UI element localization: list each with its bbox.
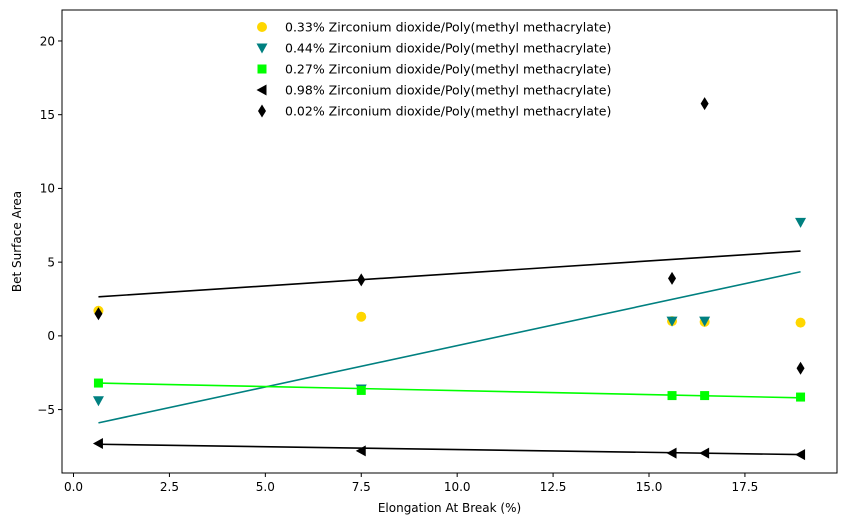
x-tick-label: 5.0 (256, 480, 275, 494)
x-tick-label: 0.0 (64, 480, 83, 494)
data-point-series-2 (795, 217, 807, 228)
plot-frame (61, 9, 838, 474)
data-point-series-3 (796, 392, 806, 402)
data-point-series-5 (700, 97, 709, 111)
y-axis-label: Bet Surface Area (10, 191, 24, 292)
x-tick-label: 12.5 (540, 480, 567, 494)
legend-marker-series-5 (258, 104, 266, 118)
trend-line-series-4 (98, 443, 801, 456)
data-markers (92, 97, 807, 461)
trend-line-series-2 (98, 270, 801, 424)
y-tick-label: 15 (40, 108, 55, 122)
legend-label-series-2: 0.44% Zirconium dioxide/Poly(methyl meth… (285, 41, 611, 56)
legend-label-series-3: 0.27% Zirconium dioxide/Poly(methyl meth… (285, 62, 611, 77)
trend-lines (98, 250, 801, 456)
data-point-series-2 (666, 316, 678, 327)
x-axis-ticks: 0.0 2.5 5.0 7.5 10.0 12.5 15.0 17.5 (64, 473, 758, 494)
data-point-series-1 (356, 311, 367, 322)
data-point-series-2 (92, 396, 104, 407)
x-tick-label: 17.5 (732, 480, 759, 494)
data-point-series-3 (667, 391, 677, 401)
x-tick-label: 15.0 (636, 480, 663, 494)
legend-label-series-5: 0.02% Zirconium dioxide/Poly(methyl meth… (285, 104, 611, 119)
x-tick-label: 2.5 (160, 480, 179, 494)
y-tick-label: 10 (40, 182, 55, 196)
data-point-series-4 (666, 447, 677, 459)
data-point-series-4 (92, 438, 103, 450)
legend-marker-series-3 (257, 64, 267, 74)
y-tick-label: −5 (37, 403, 55, 417)
data-point-series-3 (356, 385, 366, 395)
data-point-series-5 (357, 273, 366, 287)
legend-label-series-4: 0.98% Zirconium dioxide/Poly(methyl meth… (285, 83, 611, 98)
trend-line-series-5 (98, 250, 801, 298)
x-tick-label: 10.0 (444, 480, 471, 494)
legend-marker-series-2 (256, 43, 268, 54)
data-point-series-5 (796, 361, 805, 375)
x-axis-label: Elongation At Break (%) (378, 501, 521, 515)
data-point-series-5 (94, 307, 103, 321)
y-axis-ticks: −5 0 5 10 15 20 (37, 34, 62, 417)
data-point-series-2 (699, 316, 711, 327)
data-point-series-3 (93, 378, 103, 388)
legend-label-series-1: 0.33% Zirconium dioxide/Poly(methyl meth… (285, 20, 611, 35)
trend-line-series-3 (98, 382, 801, 399)
data-point-series-4 (795, 449, 806, 461)
y-tick-label: 0 (47, 329, 55, 343)
data-point-series-4 (355, 445, 366, 457)
data-point-series-4 (699, 447, 710, 459)
legend-marker-series-4 (256, 84, 267, 96)
x-tick-label: 7.5 (352, 480, 371, 494)
data-point-series-5 (668, 271, 677, 285)
y-tick-label: 20 (40, 34, 55, 48)
y-tick-label: 5 (47, 255, 55, 269)
data-point-series-3 (700, 391, 710, 401)
plot-area (62, 10, 837, 473)
legend-marker-series-1 (257, 22, 267, 32)
data-point-series-1 (795, 317, 806, 328)
legend: 0.33% Zirconium dioxide/Poly(methyl meth… (256, 20, 611, 119)
